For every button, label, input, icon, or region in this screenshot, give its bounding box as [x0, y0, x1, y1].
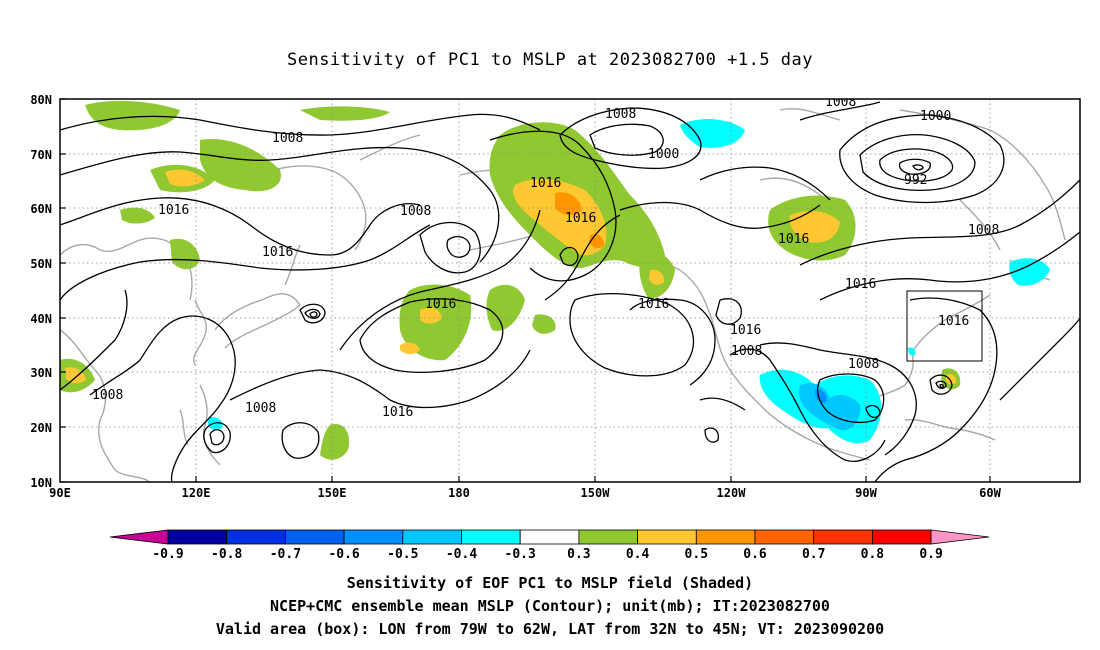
colorbar-tick-label: -0.7	[270, 547, 301, 562]
contour-label: 1000	[920, 109, 951, 124]
contour-label: 1008	[825, 95, 856, 110]
contour-label: 992	[904, 173, 927, 188]
contour-labels: 1008 1016 1016 1016 1008 1016 1016 1008 …	[92, 95, 999, 420]
lat-tick-label: 60N	[30, 202, 52, 216]
lon-tick-label: 120W	[717, 486, 747, 500]
colorbar-segment	[813, 529, 873, 545]
lat-tick-label: 70N	[30, 148, 52, 162]
colorbar-tick-label: 0.9	[919, 547, 942, 562]
colorbar-tick-label: -0.5	[387, 547, 418, 562]
colorbar-segment	[226, 529, 286, 545]
colorbar-segment	[578, 529, 639, 545]
contour-label: 1008	[731, 344, 762, 359]
map-title: Sensitivity of PC1 to MSLP at 2023082700…	[286, 50, 813, 70]
colorbar-tick-label: -0.8	[211, 547, 242, 562]
lat-labels: 80N 70N 60N 50N 40N 30N 20N 10N	[30, 93, 52, 490]
colorbar-low-triangle	[109, 529, 169, 545]
lon-tick-label: 90W	[855, 486, 877, 500]
lon-tick-label: 150W	[581, 486, 611, 500]
caption-valid-area: Valid area (box): LON from 79W to 62W, L…	[215, 620, 885, 638]
caption-contour: NCEP+CMC ensemble mean MSLP (Contour); u…	[270, 597, 830, 615]
lon-tick-label: 90E	[49, 486, 71, 500]
colorbar-segment	[343, 529, 404, 545]
contour-label: 1016	[262, 245, 293, 260]
colorbar-tick-label: 0.8	[861, 547, 885, 562]
lon-tick-label: 150E	[318, 486, 347, 500]
contour-label: 1016	[938, 314, 969, 329]
colorbar-tick-label: 0.7	[802, 547, 825, 562]
contour-label: 1008	[605, 107, 636, 122]
colorbar-high-triangle	[930, 529, 990, 545]
contour-label: 1008	[272, 131, 303, 146]
colorbar-segment	[695, 529, 756, 545]
sensitivity-map: 1008 1016 1016 1016 1008 1016 1016 1008 …	[30, 93, 1081, 562]
valid-area-box	[906, 290, 983, 362]
colorbar-segment	[284, 529, 345, 545]
contour-label: 1016	[530, 176, 561, 191]
colorbar-tick-label: 0.3	[567, 547, 590, 562]
contour-label: 1016	[565, 211, 596, 226]
colorbar: -0.9 -0.8 -0.7 -0.6 -0.5 -0.4 -0.3 0.3 0.4 0.5 0.6…	[109, 529, 990, 562]
colorbar-segment	[872, 529, 932, 545]
lat-tick-label: 80N	[30, 93, 52, 107]
contour-label: 1008	[400, 204, 431, 219]
contour-label: 1016	[730, 323, 761, 338]
contour-label: 1016	[158, 203, 189, 218]
colorbar-tick-label: 0.4	[626, 547, 650, 562]
axis-ticks	[60, 98, 991, 483]
colorbar-tick-label: -0.6	[328, 547, 359, 562]
colorbar-tick-label: -0.9	[152, 547, 183, 562]
lat-tick-label: 40N	[30, 312, 52, 326]
colorbar-segment	[461, 529, 521, 545]
contour-label: 1016	[425, 297, 456, 312]
colorbar-segment	[167, 529, 228, 545]
lat-tick-label: 30N	[30, 366, 52, 380]
contour-label: 1000	[648, 147, 679, 162]
colorbar-segment	[754, 529, 815, 545]
lon-tick-label: 120E	[182, 486, 211, 500]
contour-label: 1008	[848, 357, 879, 372]
contour-label: 1008	[92, 388, 123, 403]
caption-shaded: Sensitivity of EOF PC1 to MSLP field (Sh…	[346, 574, 754, 592]
colorbar-tick-label: 0.6	[743, 547, 767, 562]
lon-labels: 90E 120E 150E 180 150W 120W 90W 60W	[49, 486, 1001, 500]
lat-tick-label: 10N	[30, 476, 52, 490]
map-frame	[59, 98, 1081, 483]
lon-tick-label: 60W	[979, 486, 1001, 500]
contour-label: 1016	[845, 277, 876, 292]
colorbar-tick-label: -0.3	[505, 547, 536, 562]
colorbar-segment	[402, 529, 462, 545]
shaded-negative-regions	[208, 118, 1050, 444]
colorbar-tick-label: -0.4	[446, 547, 477, 562]
lon-tick-label: 180	[448, 486, 470, 500]
colorbar-tick-label: 0.5	[685, 547, 708, 562]
contour-label: 1008	[968, 223, 999, 238]
colorbar-segment	[519, 529, 580, 545]
contour-label: 1016	[778, 232, 809, 247]
lat-tick-label: 20N	[30, 421, 52, 435]
contour-label: 1016	[638, 297, 669, 312]
contour-label: 1016	[382, 405, 413, 420]
contour-label: 1008	[245, 401, 276, 416]
lat-tick-label: 50N	[30, 257, 52, 271]
colorbar-segment	[637, 529, 697, 545]
mslp-contours	[60, 101, 1080, 482]
